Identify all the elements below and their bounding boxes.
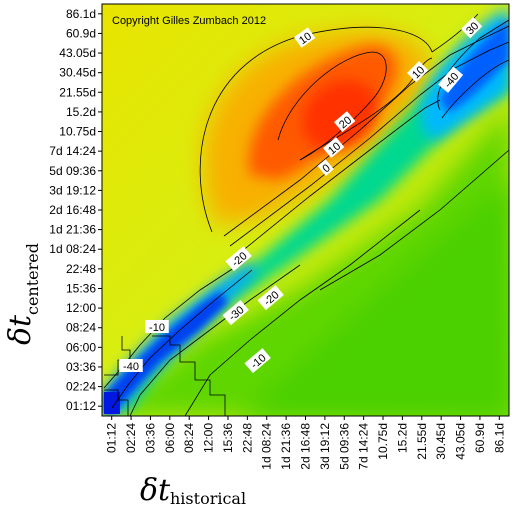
x-tick-label: 86.1d (492, 423, 506, 453)
y-tick-label: 08:24 (66, 321, 96, 335)
contour-minus20-upper (235, 99, 441, 257)
contour-10-outer (199, 26, 433, 233)
x-tick-label: 02:24 (124, 423, 138, 453)
copyright-annotation: Copyright Gilles Zumbach 2012 (112, 15, 266, 27)
contour-step-c (104, 389, 129, 416)
y-tick-label: 1d 21:36 (49, 223, 96, 237)
y-tick-label: 30.45d (59, 66, 96, 80)
y-tick-label: 7d 14:24 (49, 144, 96, 158)
x-tick-label: 7d 14:24 (357, 423, 371, 470)
x-axis-subscript: historical (170, 489, 246, 508)
x-tick-label: 01:12 (105, 423, 119, 453)
blue-corner-cell (104, 392, 120, 414)
y-tick-labels: 01:12 02:24 03:36 06:00 08:24 12:00 15:36 22:48… (49, 7, 102, 413)
x-tick-label: 15.2d (395, 423, 409, 453)
y-tick-label: 22:48 (66, 262, 96, 276)
green-region-deep (240, 180, 509, 416)
contour-label: 10 (294, 27, 316, 48)
contour-label-bg (322, 137, 345, 159)
y-tick-label: 03:36 (66, 360, 96, 374)
x-tick-label: 22:48 (240, 423, 254, 453)
contour-label-bg (333, 111, 356, 133)
x-tick-label: 12:00 (202, 423, 216, 453)
x-tick-label: 15:36 (221, 423, 235, 453)
contour-minus10-lower-b (319, 149, 509, 291)
x-tick-label: 1d 21:36 (279, 423, 293, 470)
y-tick-label: 2d 16:48 (49, 203, 96, 217)
x-tick-label: 1d 08:24 (260, 423, 274, 470)
x-tick-label: 30.45d (434, 423, 448, 460)
x-tick-label: 21.55d (415, 423, 429, 460)
x-tick-label: 60.9d (473, 423, 487, 453)
contour-10-inner (299, 57, 433, 161)
y-tick-label: 3d 19:12 (49, 183, 96, 197)
y-tick-label: 86.1d (66, 7, 96, 21)
contour-minus20-lower-b (129, 264, 301, 416)
y-tick-label: 43.05d (59, 46, 96, 60)
contour-label: -10 (145, 320, 169, 334)
blue-core-lower (104, 292, 228, 414)
contour-label: -40 (119, 359, 143, 373)
y-tick-label: 06:00 (66, 340, 96, 354)
contour-label-bg (145, 320, 169, 333)
x-axis-symbol: δt (140, 473, 171, 508)
x-tick-label: 08:24 (182, 423, 196, 453)
contour-minus30-lower (111, 269, 253, 409)
x-tick-label: 3d 19:12 (318, 423, 332, 470)
y-axis-symbol: δt (3, 314, 38, 345)
y-tick-label: 01:12 (66, 399, 96, 413)
blue-core-upper (440, 20, 509, 112)
contour-label: 0 (317, 159, 334, 176)
contour-lines (103, 13, 509, 416)
contour-label-bg (222, 300, 249, 326)
contour-label-text: -10 (149, 322, 165, 334)
y-tick-label: 60.9d (66, 26, 96, 40)
contour-label-bg (119, 359, 143, 372)
x-axis-title: δt historical (140, 473, 246, 508)
contour-label-bg (438, 66, 464, 93)
red-core (302, 80, 378, 150)
y-axis-title: δt centered (3, 243, 42, 345)
x-tick-label: 06:00 (163, 423, 177, 453)
y-tick-label: 15.2d (66, 105, 96, 119)
contour-20 (277, 51, 387, 161)
y-tick-label: 12:00 (66, 301, 96, 315)
contour-minus10-upper (229, 41, 509, 247)
contour-label-bg (461, 17, 483, 39)
heatmap-field (102, 4, 509, 416)
y-tick-label: 5d 09:36 (49, 164, 96, 178)
contour-10-outer-b (431, 13, 479, 53)
y-tick-label: 1d 08:24 (49, 242, 96, 256)
y-axis-subscript: centered (23, 243, 42, 315)
contour-label-text: -40 (123, 361, 139, 373)
y-tick-label: 02:24 (66, 380, 96, 394)
contour-label-text: 10 (297, 30, 314, 47)
contour-minus10-lower (184, 209, 421, 416)
x-tick-label: 03:36 (143, 423, 157, 453)
contour-label-bg (244, 348, 271, 374)
y-tick-label: 10.75d (59, 125, 96, 139)
x-tick-label: 2d 16:48 (299, 423, 313, 470)
y-tick-label: 15:36 (66, 281, 96, 295)
contour-0 (223, 25, 509, 237)
contour-step-b (152, 335, 226, 416)
x-tick-label: 43.05d (454, 423, 468, 460)
contour-label-bg (294, 27, 316, 48)
contour-minus40-upper (441, 59, 509, 119)
contour-label-bg (317, 159, 334, 176)
contour-label-bg (257, 285, 284, 311)
x-tick-label: 5d 09:36 (337, 423, 351, 470)
x-tick-labels: 01:12 02:24 03:36 06:00 08:24 12:00 15:36 22:48… (105, 416, 506, 470)
contour-label-bg (225, 246, 252, 272)
x-tick-label: 10.75d (376, 423, 390, 460)
y-tick-label: 21.55d (59, 85, 96, 99)
contour-label-bg (407, 61, 429, 83)
